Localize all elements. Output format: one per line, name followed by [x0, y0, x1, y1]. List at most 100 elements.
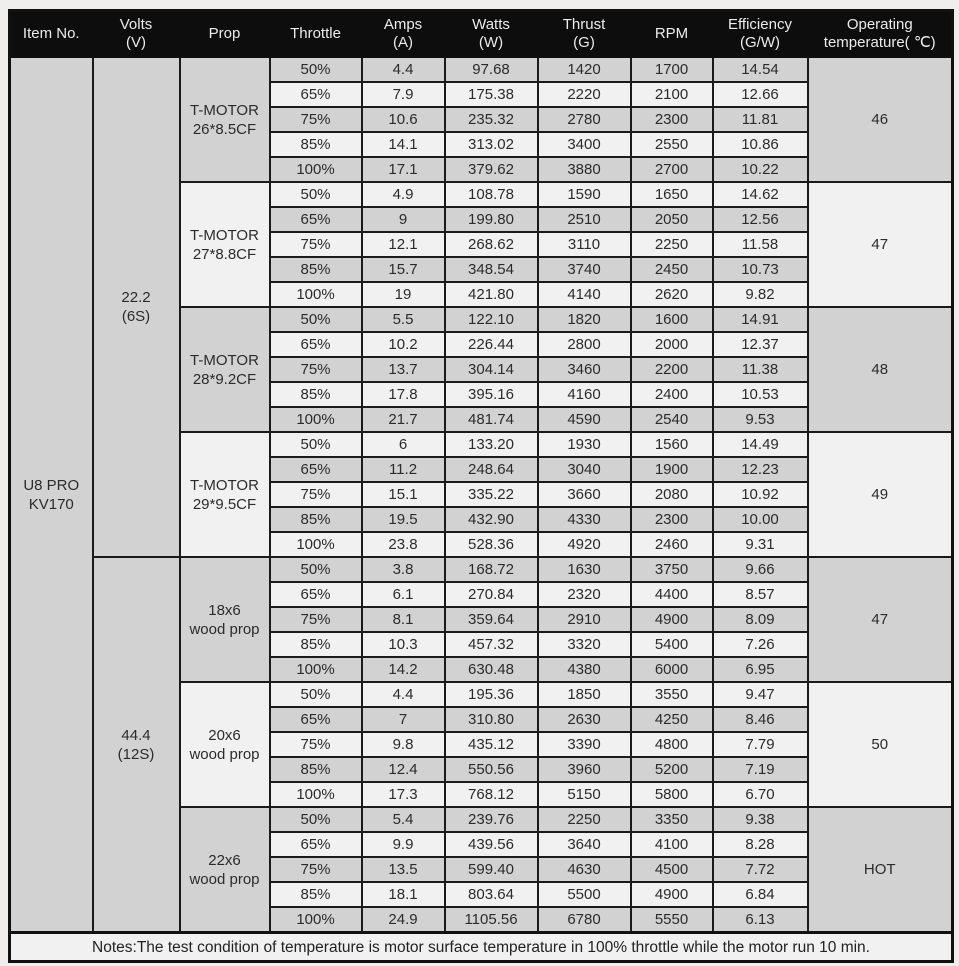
header-sublabel: (G) — [573, 34, 595, 51]
cell-thrust: 3040 — [536, 456, 632, 483]
cell-efficiency: 10.53 — [711, 381, 809, 408]
cell-watts: 803.64 — [443, 881, 539, 908]
header-efficiency: Efficiency (G/W) — [711, 9, 809, 58]
cell-amps: 15.1 — [360, 481, 446, 508]
cell-thrust: 3400 — [536, 131, 632, 158]
cell-throttle: 65% — [268, 706, 363, 733]
cell-efficiency: 14.91 — [711, 306, 809, 333]
header-prop: Prop — [178, 9, 271, 58]
cell-amps: 4.4 — [360, 56, 446, 83]
cell-thrust: 1630 — [536, 556, 632, 583]
volts-cell: 22.2 (6S) — [91, 56, 181, 558]
cell-rpm: 2300 — [629, 506, 714, 533]
cell-throttle: 100% — [268, 531, 363, 558]
cell-efficiency: 12.66 — [711, 81, 809, 108]
table-row: 65% 6.1 270.84 2320 4400 8.57 — [10, 581, 953, 608]
notes-text: Notes:The test condition of temperature … — [8, 931, 954, 963]
cell-efficiency: 14.49 — [711, 431, 809, 458]
cell-throttle: 50% — [268, 56, 363, 83]
cell-efficiency: 7.72 — [711, 856, 809, 883]
cell-rpm: 2000 — [629, 331, 714, 358]
cell-amps: 13.5 — [360, 856, 446, 883]
header-label: Item No. — [22, 25, 80, 42]
prop-cell: T-MOTOR 27*8.8CF — [178, 181, 271, 308]
cell-watts: 335.22 — [443, 481, 539, 508]
cell-watts: 175.38 — [443, 81, 539, 108]
cell-watts: 379.62 — [443, 156, 539, 183]
cell-rpm: 2200 — [629, 356, 714, 383]
motor-spec-table: Item No. Volts (V) Prop Throttle Amps (A) … — [8, 9, 954, 963]
cell-throttle: 75% — [268, 106, 363, 133]
cell-efficiency: 10.92 — [711, 481, 809, 508]
cell-efficiency: 6.13 — [711, 906, 809, 934]
header-sublabel: (V) — [126, 34, 146, 51]
cell-watts: 599.40 — [443, 856, 539, 883]
table-row: 65% 10.2 226.44 2800 2000 12.37 — [10, 331, 953, 358]
header-sublabel: temperature( ℃) — [823, 34, 936, 51]
cell-throttle: 50% — [268, 556, 363, 583]
cell-amps: 10.2 — [360, 331, 446, 358]
cell-thrust: 4160 — [536, 381, 632, 408]
header-label: Operating — [846, 16, 913, 33]
cell-throttle: 85% — [268, 756, 363, 783]
cell-amps: 13.7 — [360, 356, 446, 383]
table-row: 85% 18.1 803.64 5500 4900 6.84 — [10, 881, 953, 908]
table-row: 85% 15.7 348.54 3740 2450 10.73 — [10, 256, 953, 283]
prop-cell: 20x6 wood prop — [178, 681, 271, 808]
cell-watts: 168.72 — [443, 556, 539, 583]
cell-watts: 432.90 — [443, 506, 539, 533]
table-row: 22x6 wood prop 50% 5.4 239.76 2250 3350 9.38 HOT — [10, 806, 954, 934]
cell-rpm: 2050 — [629, 206, 714, 233]
cell-efficiency: 6.70 — [711, 781, 809, 808]
temp-cell: 47 — [806, 556, 954, 683]
cell-amps: 18.1 — [360, 881, 446, 908]
cell-rpm: 2700 — [629, 156, 714, 183]
header-label: Efficiency — [728, 16, 792, 33]
cell-throttle: 75% — [268, 356, 363, 383]
table-row: 44.4 (12S) 18x6 wood prop 50% 3.8 168.72 1630 37… — [10, 556, 954, 934]
cell-efficiency: 9.31 — [711, 531, 809, 558]
cell-thrust: 1820 — [536, 306, 632, 333]
cell-thrust: 1590 — [536, 181, 632, 208]
table-row: T-MOTOR 29*9.5CF 50% 6 133.20 1930 1560 14.49 49 — [10, 431, 954, 558]
cell-efficiency: 10.00 — [711, 506, 809, 533]
cell-rpm: 4500 — [629, 856, 714, 883]
table-body: U8 PRO KV170 22.2 (6S) T-MOTOR 26*8.5CF 50% 4.4… — [8, 56, 954, 934]
cell-rpm: 6000 — [629, 656, 714, 683]
cell-amps: 4.4 — [360, 681, 446, 708]
table-row: 85% 19.5 432.90 4330 2300 10.00 — [10, 506, 953, 533]
cell-thrust: 3390 — [536, 731, 632, 758]
header-label: Amps — [383, 16, 423, 33]
cell-thrust: 4920 — [536, 531, 632, 558]
cell-watts: 235.32 — [443, 106, 539, 133]
cell-efficiency: 9.38 — [711, 806, 809, 833]
cell-amps: 19.5 — [360, 506, 446, 533]
cell-watts: 439.56 — [443, 831, 539, 858]
table-row: T-MOTOR 28*9.2CF 50% 5.5 122.10 1820 1600 14.91… — [10, 306, 954, 433]
cell-efficiency: 6.95 — [711, 656, 809, 683]
header-volts: Volts (V) — [91, 9, 181, 58]
cell-watts: 435.12 — [443, 731, 539, 758]
cell-amps: 11.2 — [360, 456, 446, 483]
header-sublabel: (A) — [393, 34, 413, 51]
cell-amps: 7 — [360, 706, 446, 733]
header-sublabel: (W) — [478, 34, 504, 51]
cell-efficiency: 9.66 — [711, 556, 809, 583]
prop-cell: 18x6 wood prop — [178, 556, 271, 683]
header-row: Item No. Volts (V) Prop Throttle Amps (A) … — [8, 9, 954, 58]
cell-amps: 5.5 — [360, 306, 446, 333]
cell-thrust: 4590 — [536, 406, 632, 433]
header-sublabel: (G/W) — [740, 34, 780, 51]
cell-thrust: 2910 — [536, 606, 632, 633]
cell-throttle: 50% — [268, 306, 363, 333]
cell-efficiency: 9.47 — [711, 681, 809, 708]
cell-rpm: 4900 — [629, 881, 714, 908]
cell-watts: 768.12 — [443, 781, 539, 808]
cell-thrust: 2800 — [536, 331, 632, 358]
cell-thrust: 3660 — [536, 481, 632, 508]
cell-amps: 17.1 — [360, 156, 446, 183]
cell-efficiency: 9.53 — [711, 406, 809, 433]
cell-rpm: 2250 — [629, 231, 714, 258]
table-row: 75% 13.7 304.14 3460 2200 11.38 — [10, 356, 953, 383]
cell-throttle: 100% — [268, 406, 363, 433]
